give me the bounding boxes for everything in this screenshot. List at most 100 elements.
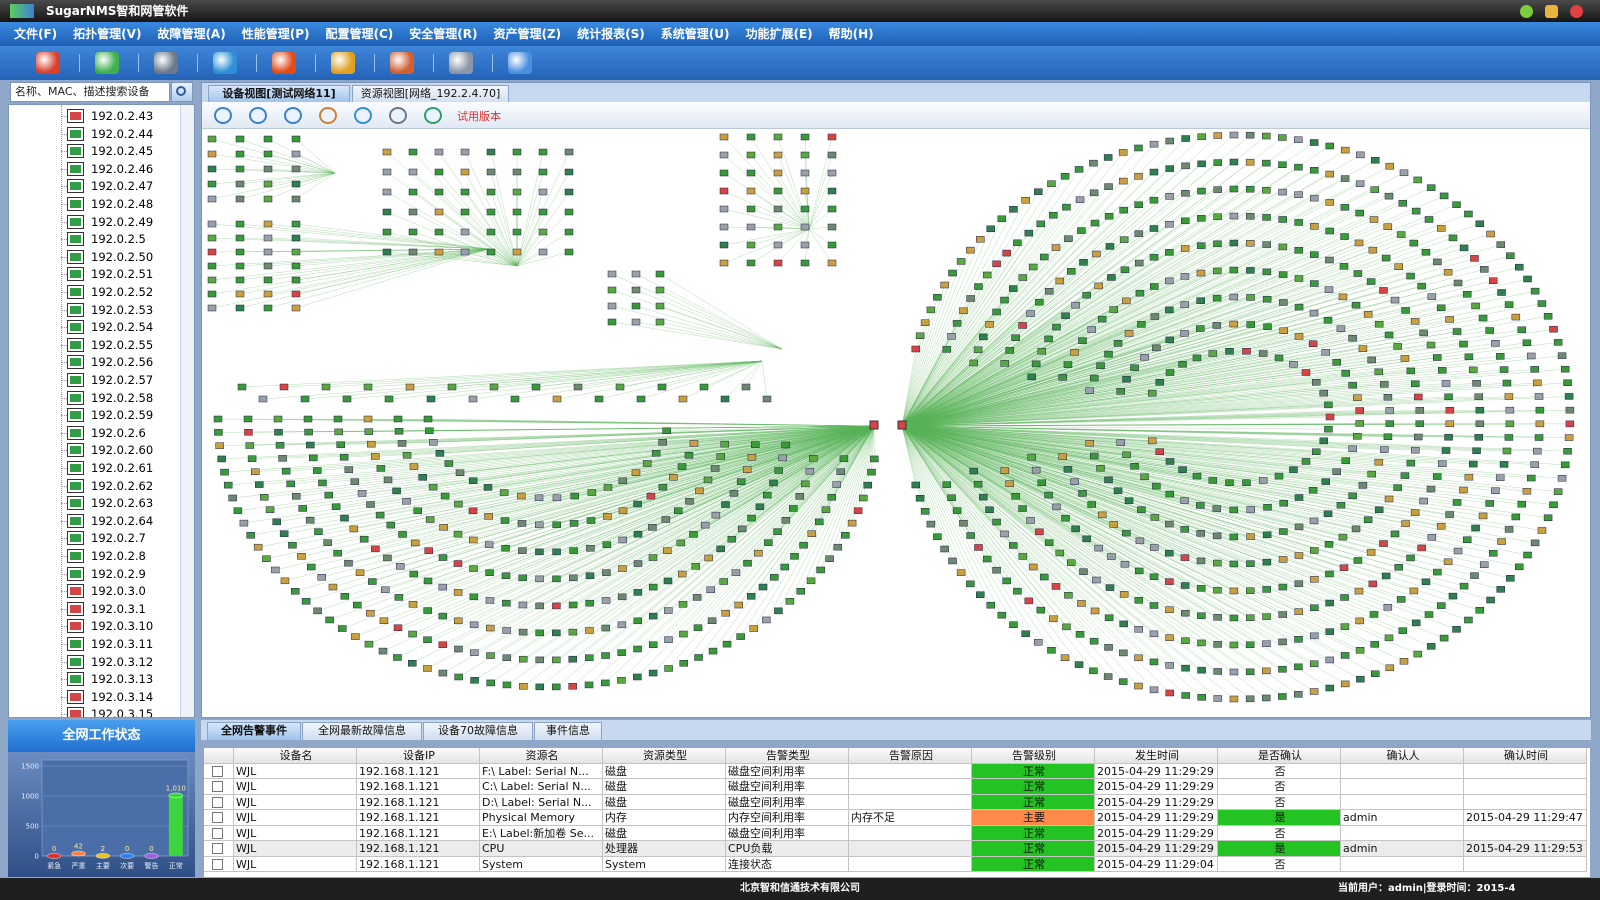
topology-node[interactable] <box>769 574 779 581</box>
topology-node[interactable] <box>602 569 611 576</box>
topology-node[interactable] <box>1120 560 1130 568</box>
toolbar-button[interactable] <box>390 52 414 74</box>
topology-node[interactable] <box>1325 684 1335 692</box>
topology-node[interactable] <box>911 481 921 489</box>
topology-node[interactable] <box>969 467 979 475</box>
topology-node[interactable] <box>1491 487 1500 494</box>
topology-node[interactable] <box>584 681 594 689</box>
topology-node[interactable] <box>255 481 264 488</box>
topology-node[interactable] <box>1149 140 1159 148</box>
topology-node[interactable] <box>484 541 494 548</box>
topology-node[interactable] <box>1433 258 1442 266</box>
topology-node[interactable] <box>1063 466 1073 473</box>
topology-node[interactable] <box>485 569 494 576</box>
topology-node[interactable] <box>1464 353 1474 361</box>
topology-node[interactable] <box>1310 547 1319 554</box>
topology-node[interactable] <box>1044 539 1054 546</box>
topology-node[interactable] <box>800 133 810 141</box>
topology-node[interactable] <box>502 627 511 634</box>
tree-item-label[interactable]: 192.0.2.54 <box>91 320 154 335</box>
topology-node[interactable] <box>564 248 574 256</box>
topology-node[interactable] <box>1196 297 1205 304</box>
topology-node[interactable] <box>749 625 759 632</box>
topology-node[interactable] <box>1472 447 1481 455</box>
topology-node[interactable] <box>736 633 745 640</box>
table-cell[interactable]: 2015-04-29 11:29:53 <box>1464 841 1587 857</box>
topology-node[interactable] <box>486 168 496 176</box>
table-cell[interactable]: 2015-04-29 11:29:29 <box>1095 779 1218 795</box>
view-tool-button[interactable] <box>214 107 232 124</box>
hub-node[interactable] <box>869 420 879 430</box>
table-cell[interactable]: CPU负载 <box>726 841 849 857</box>
topology-node[interactable] <box>1517 326 1527 334</box>
topology-node[interactable] <box>512 148 522 156</box>
topology-node[interactable] <box>273 415 283 423</box>
topology-node[interactable] <box>291 248 301 256</box>
topology-node[interactable] <box>500 517 510 524</box>
topology-node[interactable] <box>1116 388 1125 395</box>
topology-node[interactable] <box>601 679 610 687</box>
topology-node[interactable] <box>1522 339 1532 347</box>
topology-node[interactable] <box>719 578 728 585</box>
topology-node[interactable] <box>789 505 798 512</box>
topology-node[interactable] <box>1135 537 1145 545</box>
topology-node[interactable] <box>1070 349 1079 356</box>
topology-node[interactable] <box>1165 220 1174 228</box>
topology-node[interactable] <box>263 276 273 284</box>
topology-node[interactable] <box>1452 328 1462 335</box>
topology-node[interactable] <box>454 645 463 653</box>
topology-node[interactable] <box>1079 259 1088 266</box>
topology-node[interactable] <box>1504 301 1514 308</box>
topology-node[interactable] <box>1533 379 1542 387</box>
topology-node[interactable] <box>1055 277 1065 285</box>
topology-node[interactable] <box>664 665 673 672</box>
topology-node[interactable] <box>1246 294 1255 301</box>
tree-item-label[interactable]: 192.0.3.12 <box>91 654 154 669</box>
topology-node[interactable] <box>1383 223 1393 230</box>
column-header[interactable]: 资源类型 <box>603 748 726 764</box>
topology-node[interactable] <box>1192 354 1202 362</box>
tree-item-label[interactable]: 192.0.2.57 <box>91 373 154 387</box>
topology-node[interactable] <box>679 660 688 667</box>
topology-node[interactable] <box>689 531 698 538</box>
topology-node[interactable] <box>1310 280 1319 287</box>
topology-node[interactable] <box>1140 473 1149 481</box>
topology-node[interactable] <box>1064 235 1073 242</box>
topology-node[interactable] <box>746 169 756 177</box>
topology-node[interactable] <box>340 593 350 600</box>
topology-node[interactable] <box>1197 666 1206 674</box>
topology-node[interactable] <box>1496 241 1506 248</box>
topology-node[interactable] <box>594 395 604 403</box>
topology-node[interactable] <box>1459 582 1469 590</box>
topology-node[interactable] <box>1104 614 1114 622</box>
topology-node[interactable] <box>719 169 729 177</box>
topology-node[interactable] <box>1229 533 1239 541</box>
topology-node[interactable] <box>1180 273 1190 280</box>
topology-node[interactable] <box>394 428 404 435</box>
tree-item-label[interactable]: 192.0.2.61 <box>91 461 154 475</box>
topology-node[interactable] <box>781 516 791 524</box>
topology-node[interactable] <box>847 519 857 527</box>
topology-node[interactable] <box>1383 433 1393 441</box>
topology-node[interactable] <box>1294 303 1304 311</box>
topology-node[interactable] <box>564 188 574 196</box>
topology-node[interactable] <box>631 469 641 476</box>
topology-node[interactable] <box>1563 448 1572 455</box>
topology-node[interactable] <box>1370 186 1379 193</box>
topology-node[interactable] <box>1366 278 1376 285</box>
table-cell[interactable]: 192.168.1.121 <box>357 794 480 810</box>
topology-node[interactable] <box>1543 313 1553 320</box>
topology-node[interactable] <box>1274 354 1284 362</box>
topology-node[interactable] <box>1181 135 1190 142</box>
topology-node[interactable] <box>564 148 574 156</box>
topology-node[interactable] <box>453 560 463 567</box>
topology-node[interactable] <box>1399 169 1409 177</box>
topology-node[interactable] <box>1165 490 1175 498</box>
topology-node[interactable] <box>1339 564 1349 571</box>
topology-node[interactable] <box>707 617 717 625</box>
topology-node[interactable] <box>1155 379 1165 386</box>
topology-node[interactable] <box>716 453 725 460</box>
topology-node[interactable] <box>807 530 817 537</box>
topology-node[interactable] <box>947 494 956 502</box>
topology-node[interactable] <box>246 532 255 539</box>
